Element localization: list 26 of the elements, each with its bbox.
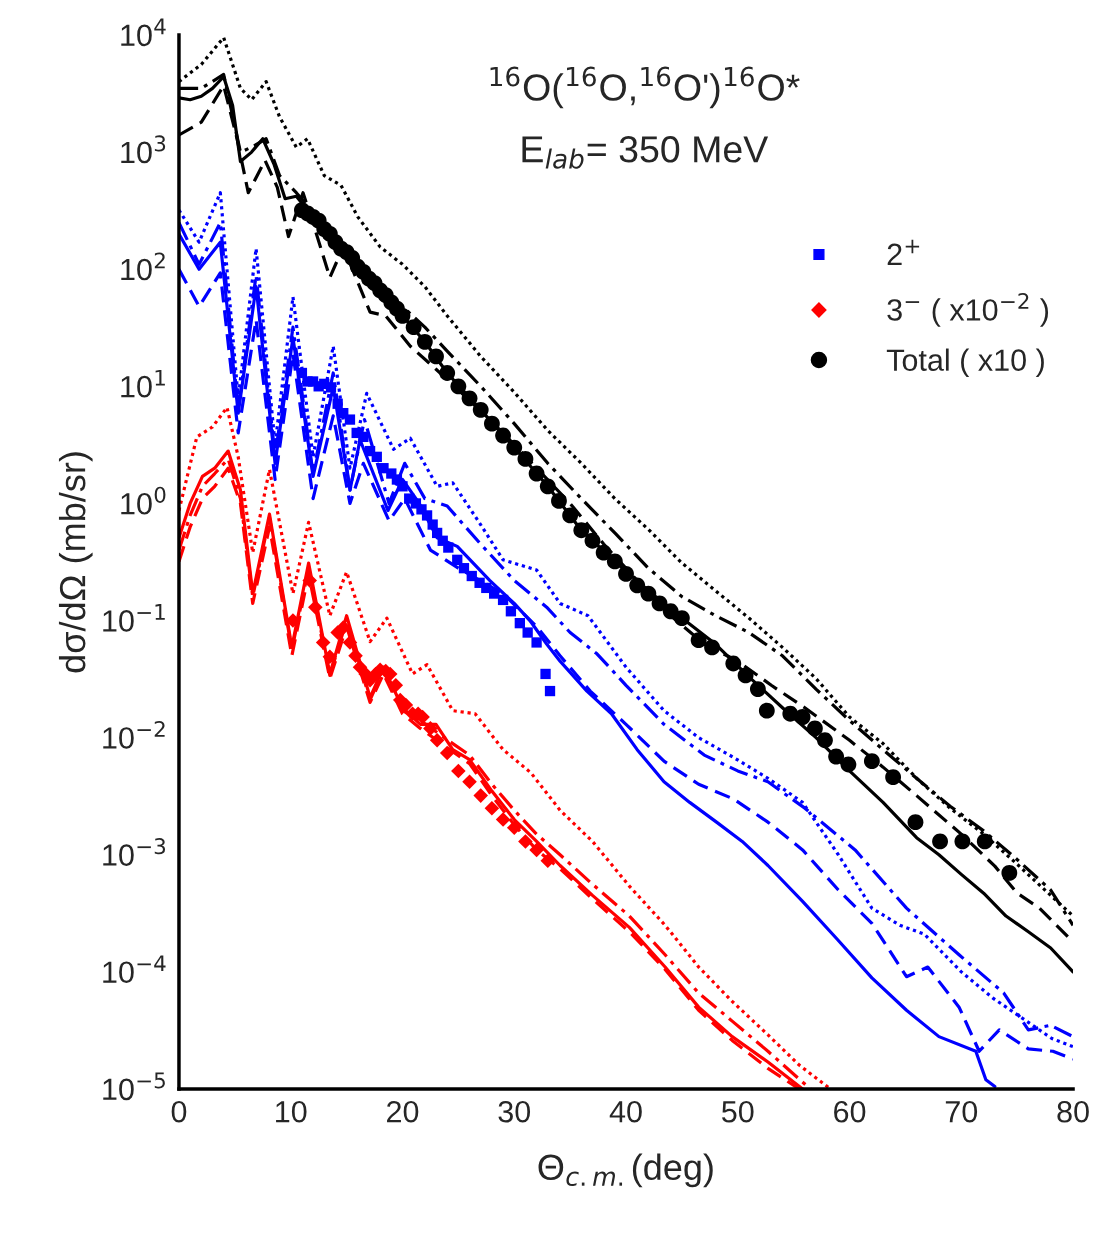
y-tick-label: 10$^{0}$ [121,486,166,515]
x-tick-label: 30 [498,1100,531,1123]
x-tick-label: 10 [276,1100,307,1123]
y-tick-label: 10$^{−1}$ [103,604,165,632]
x-tick-label: 40 [609,1100,642,1123]
y-tick-label: 10$^{−5}$ [103,1072,165,1101]
y-tick-label: 10$^{4}$ [121,18,166,47]
x-tick-label: 60 [834,1100,866,1123]
x-tick-label: 0 [171,1100,187,1123]
y-tick-label: 10$^{2}$ [121,252,165,281]
x-tick-label: 50 [722,1100,754,1123]
legend-label: 2$^{+}$ [887,239,920,265]
y-axis-title: dσ/dΩ (mb/sr) [58,452,93,673]
x-tick-label: 20 [387,1100,419,1123]
y-tick-label: 10$^{−4}$ [103,955,166,984]
legend-label: 3$^{−}$ ( x10$^{−2}$ ) [887,292,1049,327]
y-tick-label: 10$^{3}$ [121,135,166,164]
x-axis-title: Θ$_{c.m.}$(deg) [538,1153,713,1188]
x-tick-label: 70 [945,1100,978,1123]
y-tick-label: 10$^{−3}$ [103,838,166,866]
text: $^{16}$O($^{16}$O,$^{16}$O')$^{16}$O* [490,66,800,109]
y-tick-label: 10$^{−2}$ [103,720,165,749]
text: E$_{lab}$= 350 MeV [522,136,769,169]
y-tick-label: 10$^{1}$ [121,369,165,398]
x-tick-label: 80 [1057,1100,1089,1123]
legend-label: Total ( x10 ) [886,348,1044,377]
